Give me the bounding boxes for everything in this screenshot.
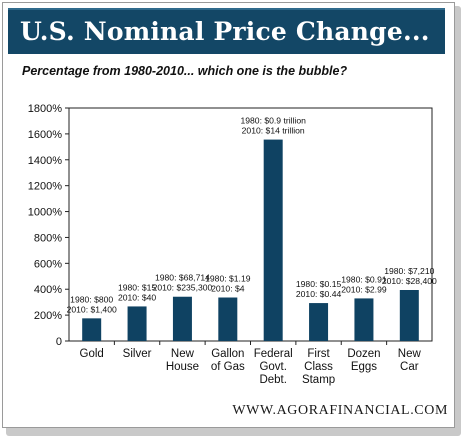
bar-annotation: 1980: $0.15 2010: $0.44 [296,279,342,299]
x-tick-label-line: Federal [254,348,293,360]
x-tick-label-line: Dozen [347,348,380,360]
x-tick-label-line: Car [400,361,419,373]
y-tick-label: 0 [56,336,62,348]
bar-annotation: 1980: $68,714 2010: $235,300 [153,273,213,293]
y-axis-ticks: 0 200% 400% 600% 800% 1000% 1200% 1400% 1600% 180… [28,103,69,348]
y-tick-label: 1800% [28,103,62,115]
y-tick-label: 1000% [28,207,62,219]
bar-annotation-line: 2010: $4 [211,284,245,294]
x-tick-label-line: First [307,348,330,360]
chart-title: U.S. Nominal Price Change... [20,17,430,46]
bar-annotation: 1980: $1.19 2010: $4 [205,274,251,294]
bar-annotation: 1980: $7,210 2010: $28,400 [382,266,437,286]
bar-annotation-line: 1980: $15 [118,282,156,292]
y-tick-label: 1200% [28,181,62,193]
y-tick-label: 400% [34,284,62,296]
x-tick-label-line: Debt. [259,374,287,386]
x-tick-label: Dozen Eggs [347,348,380,373]
bar-annotation: 1980: $800 2010: $1,400 [67,294,117,314]
bar-annotation-line: 1980: $800 [70,294,113,304]
x-tick-label-line: Gold [80,348,104,360]
bar-annotation-line: 2010: $40 [118,292,156,302]
bar-annotation-line: 2010: $14 trillion [242,126,305,136]
x-tick-label: Silver [123,348,152,360]
source-url: WWW.AGORAFINANCIAL.COM [232,403,448,418]
bar-annotation-line: 1980: $0.15 [296,279,342,289]
y-tick-label: 800% [34,232,62,244]
bar [82,318,102,341]
x-tick-label: Gold [80,348,104,360]
bar-annotation: 1980: $0.9 trillion 2010: $14 trillion [240,116,306,136]
x-tick-label-line: New [171,348,195,360]
x-tick-label-line: Govt. [259,361,286,373]
bar-annotation: 1980: $0.91 2010: $2.99 [341,274,387,294]
bar-annotation-line: 2010: $235,300 [153,283,213,293]
bar-annotation-line: 1980: $0.9 trillion [240,116,306,126]
x-tick-label-line: Gallon [211,348,244,360]
x-tick-label-line: Eggs [351,361,377,373]
bar-annotation-line: 2010: $2.99 [341,284,387,294]
x-tick-label: First Class Stamp [302,348,335,386]
x-tick-label-line: Class [304,361,333,373]
x-tick-label-line: Stamp [302,374,335,386]
x-tick-label-line: of Gas [211,361,245,373]
bar [354,298,374,341]
bar-annotation-line: 2010: $0.44 [296,289,342,299]
bar [127,306,147,341]
bar [309,303,329,341]
bar-annotation-line: 2010: $1,400 [67,304,117,314]
y-tick-label: 1400% [28,155,62,167]
bar-annotation-line: 1980: $7,210 [384,266,434,276]
chart-frame [2,2,455,428]
x-tick-label: New House [166,348,199,373]
title-banner: U.S. Nominal Price Change... [8,8,445,54]
x-tick-label-line: House [166,361,199,373]
bar-annotation-line: 1980: $0.91 [341,274,387,284]
x-tick-label: Federal Govt. Debt. [254,348,293,386]
chart-subtitle: Percentage from 1980-2010... which one i… [22,64,348,78]
y-tick-label: 1600% [28,129,62,141]
bar-annotation-line: 1980: $1.19 [205,274,251,284]
x-tick-label: New Car [398,348,422,373]
y-tick-label: 600% [34,258,62,270]
chart-axes [68,107,433,345]
bar [218,297,238,341]
bars [82,139,419,341]
x-tick-label: Gallon of Gas [211,348,245,373]
bar [172,296,192,341]
bar-annotation: 1980: $15 2010: $40 [118,282,156,302]
x-tick-label-line: Silver [123,348,152,360]
plot-border [68,107,433,342]
bar-annotation-line: 2010: $28,400 [382,276,437,286]
y-tick-label: 200% [34,310,62,322]
x-tick-label-line: New [398,348,422,360]
bar-annotation-line: 1980: $68,714 [155,273,210,283]
bar [399,289,419,341]
bar [263,139,283,341]
